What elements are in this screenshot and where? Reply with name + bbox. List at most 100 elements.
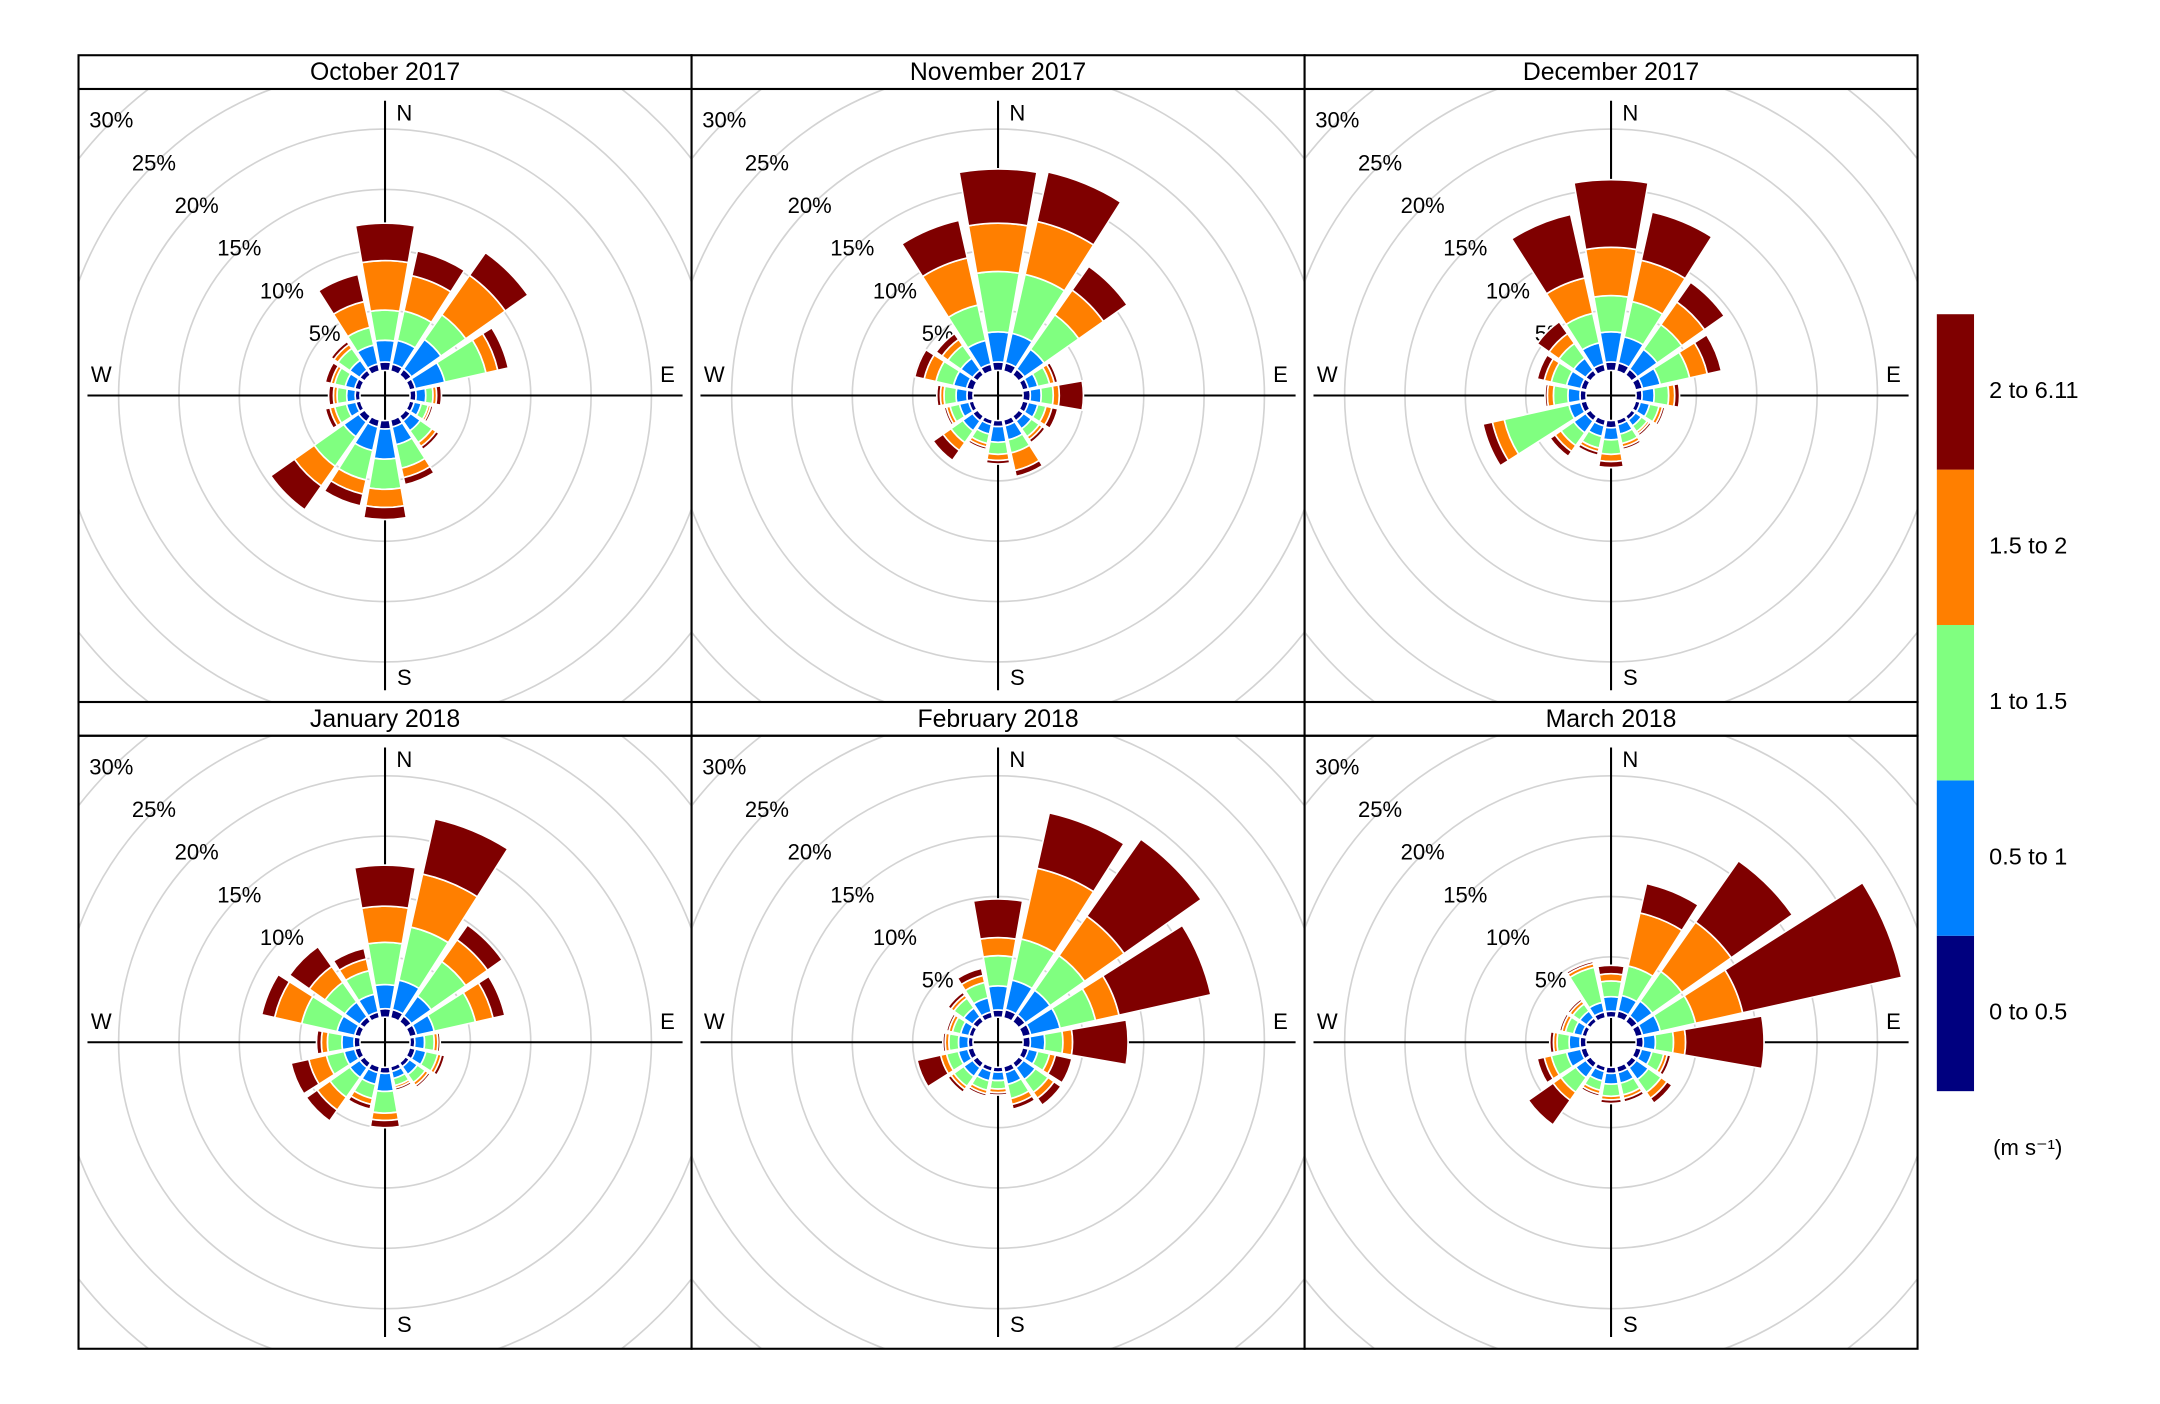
- wind-segment: [979, 936, 1017, 958]
- panel-title: November 2017: [910, 59, 1086, 86]
- wind-segment: [1527, 1081, 1572, 1127]
- wind-segment: [354, 222, 416, 264]
- compass-label: S: [397, 1312, 412, 1337]
- wind-segment: [305, 1088, 339, 1123]
- wind-segment: [1584, 246, 1638, 299]
- strip: [1303, 54, 1919, 91]
- panel-title: March 2018: [1546, 706, 1677, 733]
- compass-label: S: [1010, 665, 1025, 690]
- wind-segment: [1567, 387, 1582, 404]
- wind-segment: [375, 1071, 395, 1093]
- wind-segment: [414, 387, 427, 404]
- r-tick-label: 25%: [132, 150, 176, 175]
- wind-segment: [1565, 960, 1595, 976]
- strip: [1303, 700, 1919, 737]
- r-tick-label: 10%: [873, 278, 917, 303]
- wind-segment: [1572, 178, 1650, 251]
- wind-segment: [1597, 459, 1625, 469]
- wind-segment: [1599, 980, 1623, 999]
- compass-label: N: [1009, 100, 1025, 125]
- wind-segment: [916, 1054, 950, 1088]
- r-tick-label: 20%: [788, 840, 832, 865]
- wind-segment: [345, 387, 357, 404]
- wind-segment: [326, 1031, 344, 1054]
- wind-segment: [1028, 387, 1043, 404]
- wind-segment: [1070, 1018, 1129, 1066]
- wind-segment: [934, 332, 960, 358]
- wind-segment: [477, 975, 506, 1020]
- wind-segment: [943, 406, 955, 427]
- wind-segment: [956, 967, 985, 986]
- compass-label: N: [396, 747, 412, 772]
- wind-segment: [378, 1007, 392, 1019]
- wind-segment: [419, 430, 441, 451]
- legend-swatch: [1936, 469, 1975, 625]
- wind-segment: [317, 273, 366, 316]
- legend-label: 0 to 0.5: [1989, 999, 2067, 1025]
- wind-segment: [269, 458, 323, 511]
- wind-segment: [374, 339, 396, 364]
- wind-segment: [975, 270, 1021, 334]
- wind-segment: [367, 457, 403, 491]
- compass-label: E: [1886, 362, 1901, 387]
- r-tick-label: 25%: [745, 150, 789, 175]
- wind-segment: [1021, 388, 1032, 403]
- wind-segment: [423, 1032, 436, 1052]
- wind-segment: [1057, 379, 1085, 412]
- wind-segment: [946, 990, 967, 1011]
- wind-segment: [955, 387, 969, 404]
- wind-segment: [332, 947, 368, 972]
- r-tick-label: 15%: [830, 882, 874, 907]
- r-tick-label: 15%: [1443, 882, 1487, 907]
- r-tick-label: 5%: [309, 321, 341, 346]
- panel-title: February 2018: [917, 706, 1078, 733]
- compass-label: W: [91, 362, 112, 387]
- wind-segment: [1580, 1085, 1601, 1098]
- wind-segment: [1548, 1030, 1556, 1054]
- r-tick-label: 15%: [217, 882, 261, 907]
- wind-segment: [1671, 1028, 1687, 1057]
- wind-segment: [329, 340, 351, 361]
- legend-label: 1.5 to 2: [1989, 532, 2067, 558]
- wind-segment: [1510, 213, 1586, 295]
- wind-segment: [990, 1070, 1006, 1082]
- wind-segment: [989, 1079, 1008, 1090]
- wind-segment: [1602, 1071, 1620, 1086]
- wind-segment: [394, 1080, 413, 1092]
- wind-segment: [364, 486, 406, 509]
- wind-segment: [1653, 1030, 1675, 1054]
- wind-segment: [1683, 1014, 1765, 1070]
- wind-segment: [1043, 406, 1059, 430]
- r-tick-label: 10%: [1486, 925, 1530, 950]
- wind-segment: [402, 465, 436, 486]
- wind-segment: [991, 361, 1005, 372]
- wind-segment: [324, 361, 340, 385]
- r-tick-label: 25%: [132, 797, 176, 822]
- compass-label: S: [1623, 1312, 1638, 1337]
- wind-segment: [1604, 361, 1618, 372]
- r-tick-label: 20%: [175, 193, 219, 218]
- wind-segment: [941, 1031, 947, 1053]
- wind-segment: [1622, 1089, 1646, 1104]
- wind-segment: [288, 945, 333, 991]
- wind-segment: [1552, 384, 1570, 407]
- wind-segment: [967, 438, 988, 451]
- wind-segment: [1649, 1080, 1674, 1105]
- wind-segment: [1043, 1030, 1064, 1055]
- compass-label: S: [1623, 665, 1638, 690]
- wind-segment: [985, 458, 1011, 465]
- wind-segment: [1085, 837, 1203, 955]
- compass-label: E: [1273, 362, 1288, 387]
- wind-segment: [1548, 433, 1573, 458]
- wind-segment: [987, 1090, 1009, 1096]
- r-tick-label: 25%: [1358, 150, 1402, 175]
- wind-segment: [1558, 1012, 1570, 1033]
- wind-segment: [371, 1089, 399, 1115]
- wind-segment: [360, 905, 410, 945]
- wind-segment: [436, 1031, 442, 1053]
- wind-segment: [1035, 171, 1122, 247]
- r-tick-label: 20%: [175, 840, 219, 865]
